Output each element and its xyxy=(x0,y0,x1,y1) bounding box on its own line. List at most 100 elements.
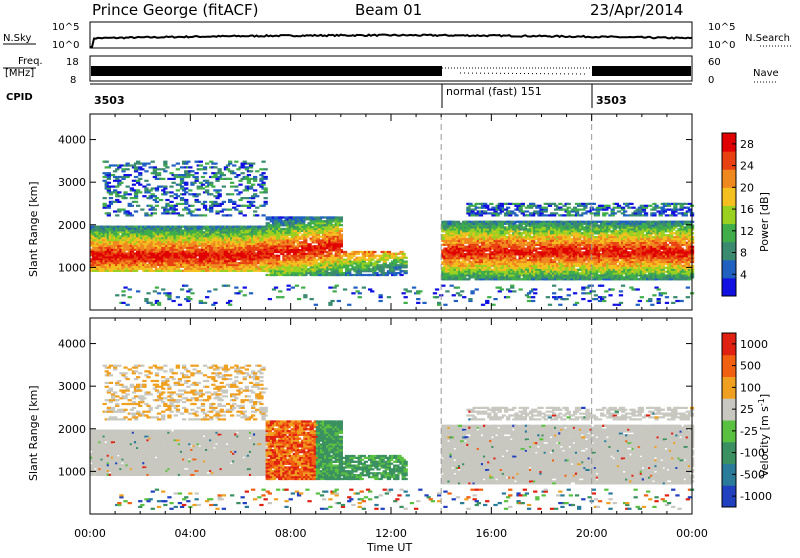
heatmap-cell xyxy=(565,269,569,271)
heatmap-cell xyxy=(577,249,581,251)
heatmap-cell xyxy=(498,242,502,244)
heatmap-cell xyxy=(322,226,326,228)
heatmap-cell xyxy=(460,265,464,267)
heatmap-cell xyxy=(470,267,474,269)
heatmap-cell xyxy=(466,274,470,276)
heatmap-cell xyxy=(506,269,510,271)
heatmap-cell xyxy=(343,259,347,261)
heatmap-cell xyxy=(132,231,136,233)
heatmap-cell xyxy=(381,257,385,259)
heatmap-cell xyxy=(544,269,548,271)
heatmap-cell xyxy=(295,247,299,249)
heatmap-cell xyxy=(475,223,479,225)
heatmap-cell xyxy=(195,258,199,260)
freq-label-units: [MHz] xyxy=(5,68,34,79)
heatmap-cell xyxy=(236,237,240,239)
heatmap-cell xyxy=(101,264,105,266)
heatmap-cell xyxy=(368,264,372,266)
heatmap-cell xyxy=(186,256,190,258)
heatmap-cell xyxy=(241,258,245,260)
heatmap-cell xyxy=(192,252,196,254)
heatmap-cell xyxy=(391,272,395,274)
heatmap-cell xyxy=(491,244,495,246)
heatmap-cell xyxy=(291,232,295,234)
heatmap-cell xyxy=(274,249,278,251)
heatmap-cell xyxy=(376,268,380,270)
heatmap-cell xyxy=(107,229,111,231)
heatmap-cell xyxy=(347,270,351,272)
heatmap-cell xyxy=(339,270,343,272)
heatmap-cell xyxy=(560,221,564,223)
heatmap-cell xyxy=(220,235,224,237)
heatmap-cell xyxy=(322,266,326,268)
heatmap-cell xyxy=(397,268,401,270)
heatmap-cell xyxy=(546,274,550,276)
heatmap-cell xyxy=(544,276,548,278)
heatmap-cell xyxy=(339,272,343,274)
heatmap-cell xyxy=(310,255,314,257)
heatmap-cell xyxy=(498,240,502,242)
heatmap-cell xyxy=(510,272,514,274)
heatmap-cell xyxy=(245,247,249,249)
heatmap-cell xyxy=(230,247,234,249)
heatmap-cell xyxy=(466,226,470,228)
heatmap-cell xyxy=(510,253,514,255)
heatmap-cell xyxy=(101,268,105,270)
heatmap-cell xyxy=(134,256,138,258)
heatmap-cell xyxy=(542,236,546,238)
heatmap-cell xyxy=(588,276,592,278)
heatmap-cell xyxy=(544,261,548,263)
heatmap-cell xyxy=(159,258,163,260)
heatmap-cell xyxy=(579,234,583,236)
heatmap-cell xyxy=(301,222,305,224)
heatmap-cell xyxy=(94,251,98,253)
heatmap-cell xyxy=(475,278,479,280)
heatmap-cell xyxy=(266,253,270,255)
heatmap-cell xyxy=(475,261,479,263)
heatmap-cell xyxy=(126,231,130,233)
heatmap-cell xyxy=(228,270,232,272)
heatmap-cell xyxy=(456,221,460,223)
heatmap-cell xyxy=(544,255,548,257)
heatmap-cell xyxy=(307,243,311,245)
heatmap-cell xyxy=(291,270,295,272)
heatmap-cell xyxy=(339,249,343,251)
heatmap-cell xyxy=(153,264,157,266)
heatmap-cell xyxy=(548,223,552,225)
heatmap-cell xyxy=(558,263,562,265)
heatmap-cell xyxy=(163,270,167,272)
heatmap-cell xyxy=(307,245,311,247)
heatmap-cell xyxy=(481,244,485,246)
nsky-tick-bottom: 10^0 xyxy=(52,40,79,51)
heatmap-cell xyxy=(500,274,504,276)
heatmap-cell xyxy=(333,236,337,238)
heatmap-cell xyxy=(510,248,514,250)
heatmap-cell xyxy=(349,262,353,264)
heatmap-cell xyxy=(339,262,343,264)
heatmap-cell xyxy=(335,216,339,218)
heatmap-cell xyxy=(339,243,343,245)
heatmap-cell xyxy=(318,224,322,226)
heatmap-cell xyxy=(167,229,171,231)
heatmap-cell xyxy=(117,260,121,262)
heatmap-cell xyxy=(316,234,320,236)
heatmap-cell xyxy=(445,240,449,242)
heatmap-cell xyxy=(259,254,263,256)
heatmap-cell xyxy=(314,228,318,230)
heatmap-cell xyxy=(475,242,479,244)
heatmap-cell xyxy=(374,262,378,264)
heatmap-cell xyxy=(508,278,512,280)
heatmap-cell xyxy=(370,259,374,261)
heatmap-cell xyxy=(508,240,512,242)
heatmap-cell xyxy=(232,264,236,266)
heatmap-cell xyxy=(381,270,385,272)
heatmap-cell xyxy=(218,233,222,235)
heatmap-cell xyxy=(383,253,387,255)
heatmap-cell xyxy=(404,270,408,272)
heatmap-cell xyxy=(529,232,533,234)
heatmap-cell xyxy=(201,251,205,253)
heatmap-cell xyxy=(157,235,161,237)
heatmap-cell xyxy=(548,269,552,271)
heatmap-cell xyxy=(502,234,506,236)
